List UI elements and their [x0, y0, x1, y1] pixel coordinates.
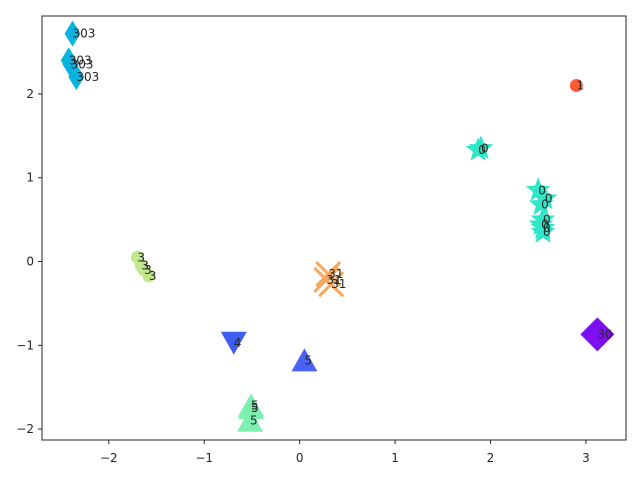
point-circle-1-0	[569, 79, 583, 93]
point-label: 4	[234, 336, 242, 350]
point-label: 3	[137, 250, 145, 264]
point-label: 3	[144, 263, 152, 277]
point-label: 303	[71, 58, 94, 72]
x-tick-label: −2	[100, 451, 118, 465]
point-label: 303	[73, 27, 96, 41]
x-axis-ticks: −2 −1 0 1 2 3	[100, 440, 590, 465]
point-triangle_up-8-2	[237, 408, 264, 432]
point-label: 0	[543, 213, 551, 227]
point-label: 0	[541, 198, 549, 212]
x-tick-label: 0	[296, 451, 304, 465]
x-tick-label: 3	[582, 451, 590, 465]
point-label: 0	[545, 192, 553, 206]
point-star-2-1	[468, 135, 494, 159]
y-tick-label: 1	[26, 171, 34, 185]
point-label: 0	[543, 225, 551, 239]
plot-frame	[41, 15, 627, 441]
y-tick-label: 2	[26, 87, 34, 101]
point-thin_diamond-0-0	[64, 20, 81, 47]
point-label: 3	[141, 259, 149, 273]
scatter-points	[60, 20, 615, 432]
point-label: 31	[328, 267, 343, 281]
point-star-2-2	[525, 177, 551, 201]
y-tick-label: −2	[16, 422, 34, 436]
y-axis-ticks: −2 −1 0 1 2	[16, 87, 42, 436]
point-star-2-3	[532, 185, 558, 210]
point-label: 5	[304, 353, 312, 367]
point-label: 5	[250, 414, 258, 428]
plot-area	[42, 16, 626, 440]
point-label: 5	[251, 401, 259, 415]
point-x-4-0	[315, 261, 342, 288]
point-thin_diamond-0-3	[68, 64, 85, 91]
point-label: 31	[326, 273, 341, 287]
point-x-4-2	[318, 271, 345, 298]
x-tick-label: 1	[391, 451, 399, 465]
point-label: 0	[478, 143, 486, 157]
point-label: 3	[149, 269, 157, 283]
point-diamond-5-0	[580, 317, 615, 352]
point-label: 1	[576, 79, 584, 93]
point-label: 0	[481, 141, 489, 155]
x-tick-label: 2	[487, 451, 495, 465]
point-label: 31	[331, 277, 346, 291]
y-tick-label: −1	[16, 338, 34, 352]
point-label: 303	[69, 53, 92, 67]
point-label: 0	[541, 218, 549, 232]
point-triangle_up-7-0	[291, 348, 318, 372]
point-label: 0	[538, 183, 546, 197]
point-label: 0	[543, 221, 551, 235]
point-star-2-4	[528, 191, 554, 216]
x-tick-label: −1	[195, 451, 213, 465]
point-triangle_up-8-1	[237, 396, 264, 420]
point-triangle_down-6-0	[220, 331, 247, 355]
point-circle-3-3	[142, 269, 156, 283]
point-label: 5	[251, 399, 259, 413]
point-star-2-8	[530, 219, 556, 243]
point-label: 30	[597, 327, 612, 341]
point-label: 303	[76, 70, 99, 84]
y-tick-label: 0	[26, 255, 34, 269]
